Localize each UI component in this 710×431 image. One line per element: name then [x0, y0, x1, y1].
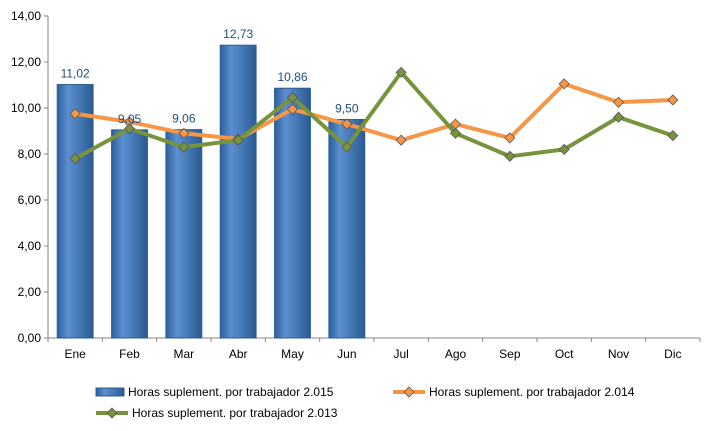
series-2-marker-jun [341, 141, 353, 153]
data-label: 11,02 [61, 67, 90, 81]
y-tick-label: 6,00 [18, 193, 42, 207]
series-1-marker-sep [504, 132, 516, 144]
series-2-marker-jul [395, 66, 407, 78]
y-tick-label: 0,00 [18, 331, 42, 345]
x-tick-label: May [281, 347, 304, 361]
x-tick-label: Ene [64, 347, 86, 361]
data-label: 9,05 [118, 112, 142, 126]
bar-mar [165, 129, 203, 339]
series-1-marker-ene [69, 108, 81, 120]
legend-swatch-bar [95, 387, 125, 397]
series-1-marker-nov [612, 96, 625, 108]
series-2-marker-dic [667, 130, 679, 142]
x-tick-label: Abr [229, 347, 248, 361]
x-tick-label: Ago [445, 347, 467, 361]
series-2-marker-feb [123, 123, 136, 135]
series-1-marker-jul [395, 134, 407, 146]
data-label: 10,86 [277, 70, 307, 84]
series-1-marker-mar [178, 127, 190, 139]
legend-label: Horas suplement. por trabajador 2.014 [429, 385, 635, 399]
x-tick-label: Oct [555, 347, 574, 361]
series-1-marker-oct [558, 78, 570, 90]
bar-may [274, 87, 311, 339]
y-tick-label: 8,00 [18, 147, 42, 161]
x-tick-label: Mar [173, 347, 194, 361]
y-tick-label: 12,00 [11, 55, 41, 69]
series-2-marker-abr [232, 134, 244, 146]
data-label: 9,06 [172, 112, 196, 126]
series-2-marker-nov [612, 111, 625, 123]
x-tick-label: Jul [393, 347, 408, 361]
series-2-marker-may [286, 92, 299, 104]
series-2-marker-mar [178, 141, 190, 153]
x-tick-label: Jun [337, 347, 356, 361]
x-tick-label: Nov [608, 347, 629, 361]
series-1-marker-may [286, 103, 299, 115]
series-2-marker-oct [558, 143, 570, 155]
series-1-marker-dic [667, 94, 679, 106]
series-1-marker-jun [341, 118, 353, 130]
data-label: 12,73 [223, 27, 253, 41]
legend-label: Horas suplement. por trabajador 2.013 [132, 406, 338, 420]
y-tick-label: 10,00 [11, 101, 41, 115]
legend-marker [403, 386, 415, 398]
y-tick-label: 2,00 [18, 285, 42, 299]
series-2-marker-sep [504, 150, 516, 162]
legend-label: Horas suplement. por trabajador 2.015 [128, 385, 334, 399]
bar-abr [219, 44, 257, 339]
x-tick-label: Sep [499, 347, 521, 361]
y-tick-label: 4,00 [18, 239, 42, 253]
y-tick-label: 14,00 [11, 9, 41, 23]
x-tick-label: Feb [119, 347, 140, 361]
x-tick-label: Dic [664, 347, 681, 361]
series-2-marker-ene [69, 153, 81, 165]
series-2-marker-ago [449, 127, 462, 139]
bar-ene [56, 84, 94, 339]
bar-feb [111, 129, 148, 339]
legend-marker [106, 407, 118, 419]
data-label: 9,50 [335, 102, 359, 116]
series-line-1 [74, 81, 673, 143]
bar-jun [328, 119, 366, 339]
series-line-2 [74, 70, 674, 161]
